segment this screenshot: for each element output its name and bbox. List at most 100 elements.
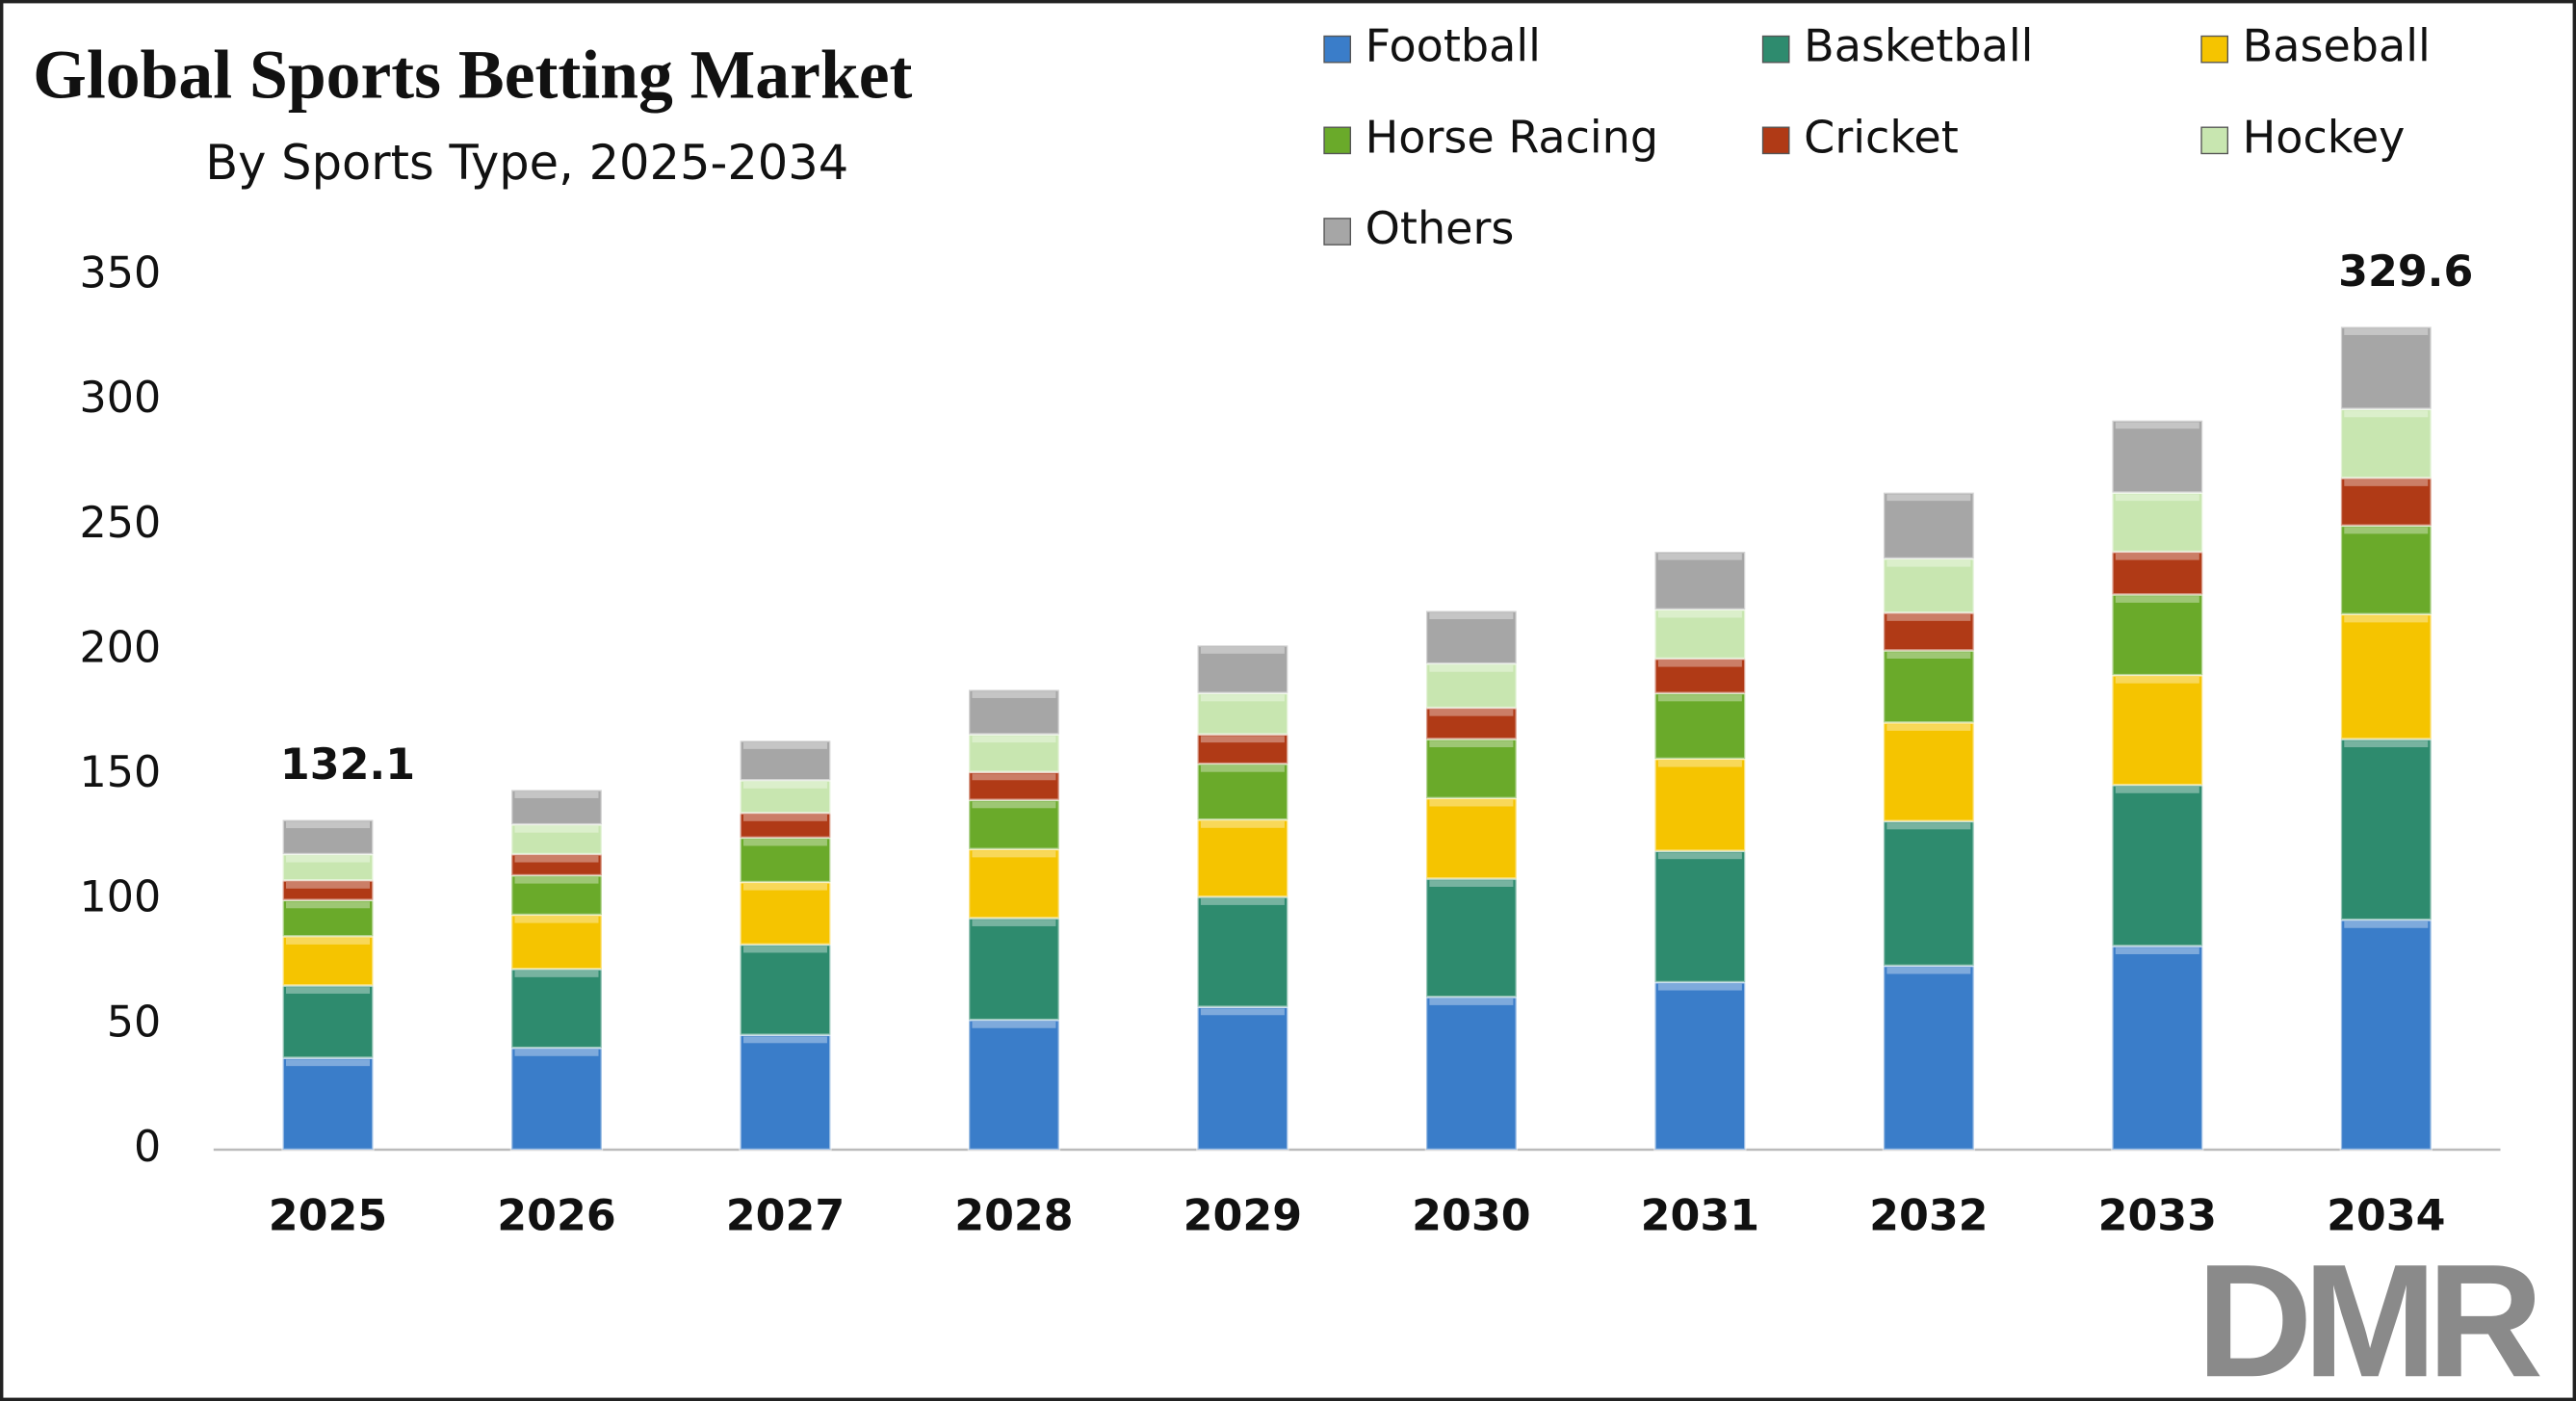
legend-label: Hockey: [2243, 111, 2406, 163]
bar-segment: [1424, 996, 1519, 1152]
legend-label: Baseball: [2243, 20, 2431, 72]
bar-segment: [1424, 738, 1519, 800]
bar-segment: [739, 779, 832, 815]
bar-segment: [967, 733, 1061, 774]
bar-shine: [1429, 799, 1514, 807]
x-tick-label: 2029: [1184, 1192, 1302, 1241]
bar-segment: [1653, 691, 1747, 761]
bar-shine: [1200, 694, 1285, 702]
bar-shine: [1429, 709, 1514, 716]
bar-shine: [2344, 480, 2429, 486]
y-tick-label: 350: [80, 249, 162, 298]
bar-segment: [967, 688, 1061, 736]
bar-shine: [514, 971, 599, 977]
bar-shine: [2115, 494, 2199, 502]
bar-shine: [1886, 559, 1971, 567]
bar-shine: [1200, 820, 1285, 828]
bar-segment: [1882, 721, 1976, 823]
bar-segment: [1196, 1005, 1289, 1152]
bar-shine: [2115, 553, 2199, 560]
bar-shine: [2344, 527, 2429, 534]
bar-shine: [1429, 612, 1514, 620]
bar-segment: [739, 943, 832, 1037]
bar-segment: [967, 917, 1061, 1022]
bar-segment: [2339, 612, 2433, 740]
bar-shine: [1429, 880, 1514, 887]
bar-shine: [1657, 983, 1742, 991]
total-label: 329.6: [2338, 247, 2473, 297]
bar-segment: [281, 935, 375, 987]
bar-shine: [514, 791, 599, 798]
bar-shine: [1657, 553, 1742, 560]
bar-segment: [1653, 757, 1747, 852]
bar-shine: [1886, 652, 1971, 660]
bar-segment: [739, 811, 832, 840]
bar-shine: [1200, 646, 1285, 654]
legend-swatch: [2200, 126, 2229, 155]
bar-shine: [972, 801, 1056, 809]
bar-shine: [1429, 740, 1514, 748]
legend-swatch: [1323, 35, 1352, 64]
bar-segment: [1196, 817, 1289, 898]
bar-shine: [2115, 786, 2199, 793]
legend-swatch: [1761, 126, 1790, 155]
bar-segment: [2111, 550, 2204, 596]
bar-segment: [1424, 662, 1519, 710]
bar-shine: [1200, 898, 1285, 905]
legend-label: Others: [1366, 202, 1515, 254]
y-tick-label: 150: [80, 748, 162, 797]
bar-segment: [739, 1033, 832, 1152]
y-tick-label: 300: [80, 374, 162, 423]
bar-segment: [1424, 877, 1519, 999]
logo: DMR: [2197, 1232, 2541, 1401]
bar-shine: [742, 742, 827, 749]
bar-shine: [742, 814, 827, 821]
bar-shine: [286, 901, 371, 909]
bar-segment: [281, 852, 375, 882]
legend-label: Cricket: [1804, 111, 1959, 163]
y-tick-label: 50: [107, 998, 161, 1047]
bar-segment: [281, 818, 375, 856]
bar-shine: [1886, 967, 1971, 974]
bar-segment: [281, 1056, 375, 1152]
bar-segment: [967, 847, 1061, 920]
bar-shine: [1657, 760, 1742, 767]
bar-shine: [2344, 740, 2429, 748]
bar-shine: [2115, 947, 2199, 954]
bar-shine: [1200, 765, 1285, 772]
bar-segment: [2111, 419, 2204, 494]
bar-segment: [509, 968, 604, 1050]
bar-shine: [972, 691, 1056, 698]
bar-shine: [514, 1049, 599, 1056]
x-tick-label: 2025: [269, 1192, 387, 1241]
bar-shine: [972, 920, 1056, 926]
x-tick-label: 2031: [1641, 1192, 1759, 1241]
bar-segment: [509, 873, 604, 917]
bar-shine: [972, 850, 1056, 858]
bar-segment: [1653, 657, 1747, 695]
bar-shine: [2344, 328, 2429, 335]
bar-shine: [1657, 610, 1742, 618]
bar-shine: [1886, 614, 1971, 621]
bar-shine: [1429, 664, 1514, 672]
bar-segment: [967, 798, 1061, 851]
bar-shine: [286, 987, 371, 994]
bar-shine: [514, 825, 599, 833]
bar-shine: [286, 881, 371, 889]
bar-shine: [286, 855, 371, 863]
bar-shine: [742, 782, 827, 789]
y-tick-label: 200: [80, 623, 162, 672]
x-tick-label: 2034: [2327, 1192, 2445, 1241]
bar-shine: [2344, 921, 2429, 928]
bar-shine: [514, 916, 599, 923]
bar-shine: [1886, 724, 1971, 731]
bar-shine: [972, 773, 1056, 781]
bar-segment: [2339, 325, 2433, 411]
bar-segment: [1196, 644, 1289, 695]
legend-label: Basketball: [1804, 20, 2033, 72]
bar-segment: [739, 880, 832, 947]
y-tick-label: 0: [134, 1123, 161, 1172]
x-tick-label: 2028: [954, 1192, 1073, 1241]
bar-segment: [2339, 477, 2433, 528]
